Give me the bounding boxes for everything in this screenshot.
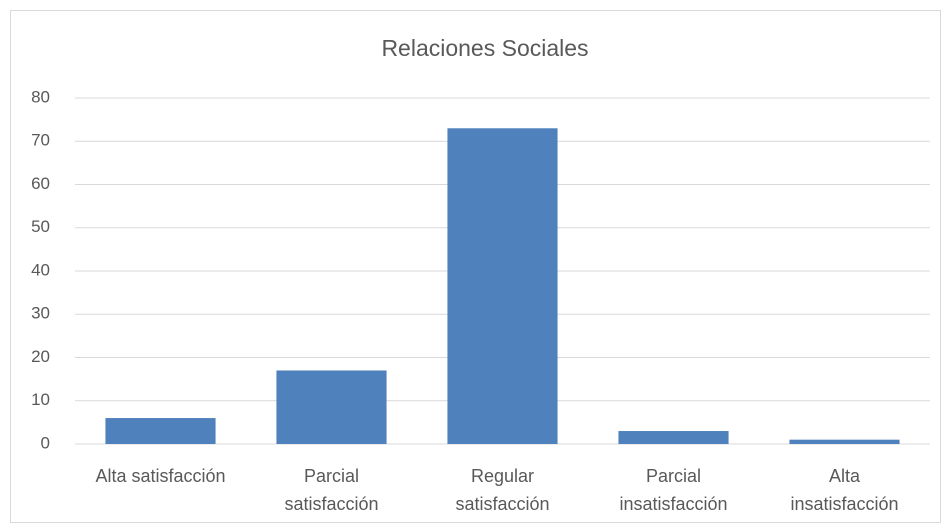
y-tick-label: 70 [31, 131, 50, 150]
x-tick-label: Regular satisfacción [455, 466, 550, 514]
bar [447, 128, 558, 444]
y-tick-label: 30 [31, 304, 50, 323]
bar [105, 418, 216, 444]
y-tick-label: 10 [31, 390, 50, 409]
y-tick-label: 50 [31, 217, 50, 236]
x-tick-label: Parcial insatisfacción [619, 466, 728, 514]
y-tick-label: 20 [31, 347, 50, 366]
y-tick-label: 0 [41, 433, 50, 452]
bar [276, 370, 387, 444]
bar [789, 439, 900, 444]
y-tick-label: 80 [31, 87, 50, 106]
x-tick-label: Alta insatisfacción [790, 466, 899, 514]
y-tick-label: 60 [31, 174, 50, 193]
chart-title: Relaciones Sociales [381, 35, 588, 61]
x-tick-label: Alta satisfacción [95, 466, 226, 486]
y-tick-label: 40 [31, 260, 50, 279]
bar [618, 431, 729, 444]
x-tick-label: Parcial satisfacción [284, 466, 379, 514]
